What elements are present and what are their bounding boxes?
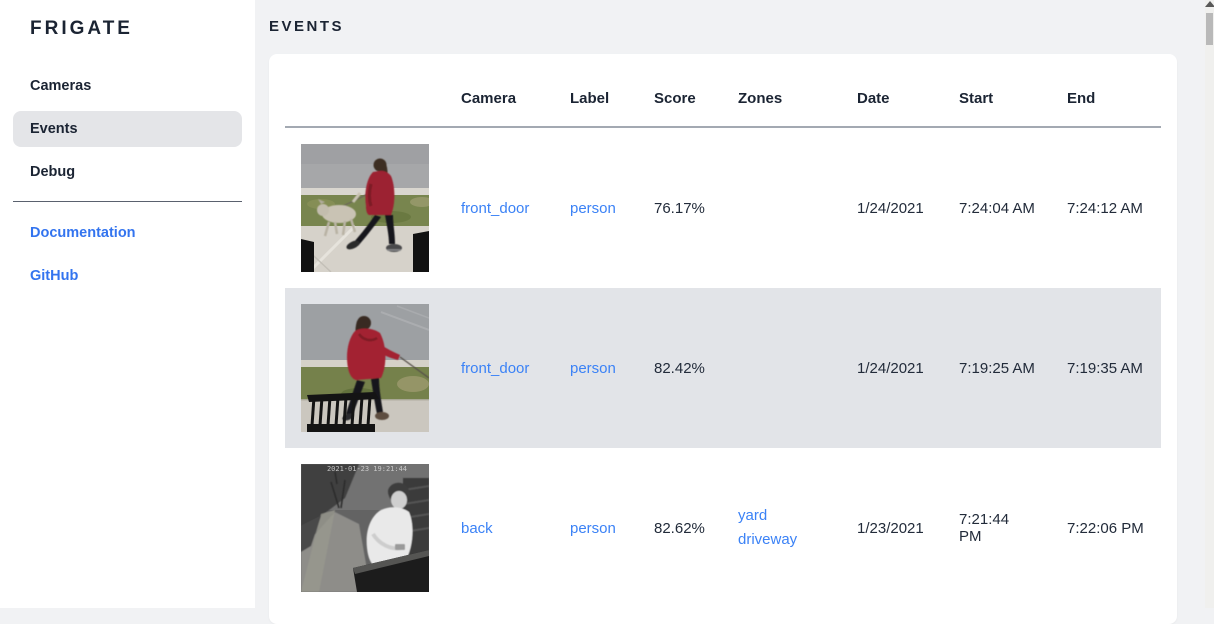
zones-cell: yard driveway xyxy=(722,504,841,552)
camera-link[interactable]: back xyxy=(461,519,493,537)
column-header-start: Start xyxy=(959,89,994,107)
zone-link[interactable]: yard xyxy=(738,507,768,524)
page-title: EVENTS xyxy=(269,18,345,35)
sidebar-item-events[interactable]: Events xyxy=(13,111,242,147)
event-thumbnail-person-dog-icon[interactable] xyxy=(301,144,429,272)
table-row[interactable]: 2021-01-23 19:21:44 back person 82.62% y… xyxy=(285,448,1161,608)
table-row-selected[interactable]: front_door person 82.42% 1/24/2021 7:19:… xyxy=(285,288,1161,448)
column-header-label: Label xyxy=(570,89,610,107)
column-header-date: Date xyxy=(857,89,890,107)
sidebar-nav: Cameras Events Debug Documentation GitHu… xyxy=(13,68,242,294)
date-value: 1/24/2021 xyxy=(857,359,924,377)
column-header-end: End xyxy=(1067,89,1096,107)
thumbnail-cell xyxy=(285,304,445,432)
camera-link[interactable]: front_door xyxy=(461,359,530,377)
label-link[interactable]: person xyxy=(570,199,616,217)
vertical-scrollbar[interactable] xyxy=(1205,0,1214,608)
zone-link[interactable]: driveway xyxy=(738,531,798,548)
column-header-score: Score xyxy=(654,89,696,107)
table-header-row: Camera Label Score Zones Date Start End xyxy=(285,70,1161,128)
end-value: 7:19:35 AM xyxy=(1067,359,1143,377)
end-value: 7:22:06 PM xyxy=(1067,519,1144,537)
sidebar-divider xyxy=(13,201,242,202)
sidebar-item-cameras[interactable]: Cameras xyxy=(30,78,92,94)
table-row[interactable]: front_door person 76.17% 1/24/2021 7:24:… xyxy=(285,128,1161,288)
event-thumbnail-person-leash-icon[interactable] xyxy=(301,304,429,432)
start-value: 7:24:04 AM xyxy=(959,199,1035,217)
sidebar-item-github[interactable]: GitHub xyxy=(30,268,79,284)
brand-logo: FRIGATE xyxy=(30,18,133,39)
score-value: 82.62% xyxy=(654,519,705,537)
scrollbar-thumb[interactable] xyxy=(1206,13,1213,45)
camera-link[interactable]: front_door xyxy=(461,199,530,217)
thumbnail-cell xyxy=(285,144,445,272)
date-value: 1/23/2021 xyxy=(857,519,924,537)
end-value: 7:24:12 AM xyxy=(1067,199,1143,217)
label-link[interactable]: person xyxy=(570,519,616,537)
score-value: 82.42% xyxy=(654,359,705,377)
thumbnail-cell: 2021-01-23 19:21:44 xyxy=(285,464,445,592)
events-table: Camera Label Score Zones Date Start End xyxy=(285,70,1161,608)
date-value: 1/24/2021 xyxy=(857,199,924,217)
sidebar-item-debug[interactable]: Debug xyxy=(30,164,76,180)
column-header-zones: Zones xyxy=(738,89,783,107)
score-value: 76.17% xyxy=(654,199,705,217)
scroll-up-arrow[interactable] xyxy=(1205,1,1214,7)
osd-timestamp: 2021-01-23 19:21:44 xyxy=(327,465,407,473)
start-value: 7:21:44 PM xyxy=(959,511,1010,545)
sidebar: FRIGATE Cameras Events Debug Documentati… xyxy=(0,0,255,608)
event-thumbnail-night-person-icon[interactable]: 2021-01-23 19:21:44 xyxy=(301,464,429,592)
sidebar-item-documentation[interactable]: Documentation xyxy=(30,225,136,241)
events-card: Camera Label Score Zones Date Start End xyxy=(269,54,1177,624)
main-content: EVENTS Camera Label Score Zones Date Sta… xyxy=(255,0,1214,624)
start-value: 7:19:25 AM xyxy=(959,359,1035,377)
column-header-camera: Camera xyxy=(461,89,517,107)
label-link[interactable]: person xyxy=(570,359,616,377)
